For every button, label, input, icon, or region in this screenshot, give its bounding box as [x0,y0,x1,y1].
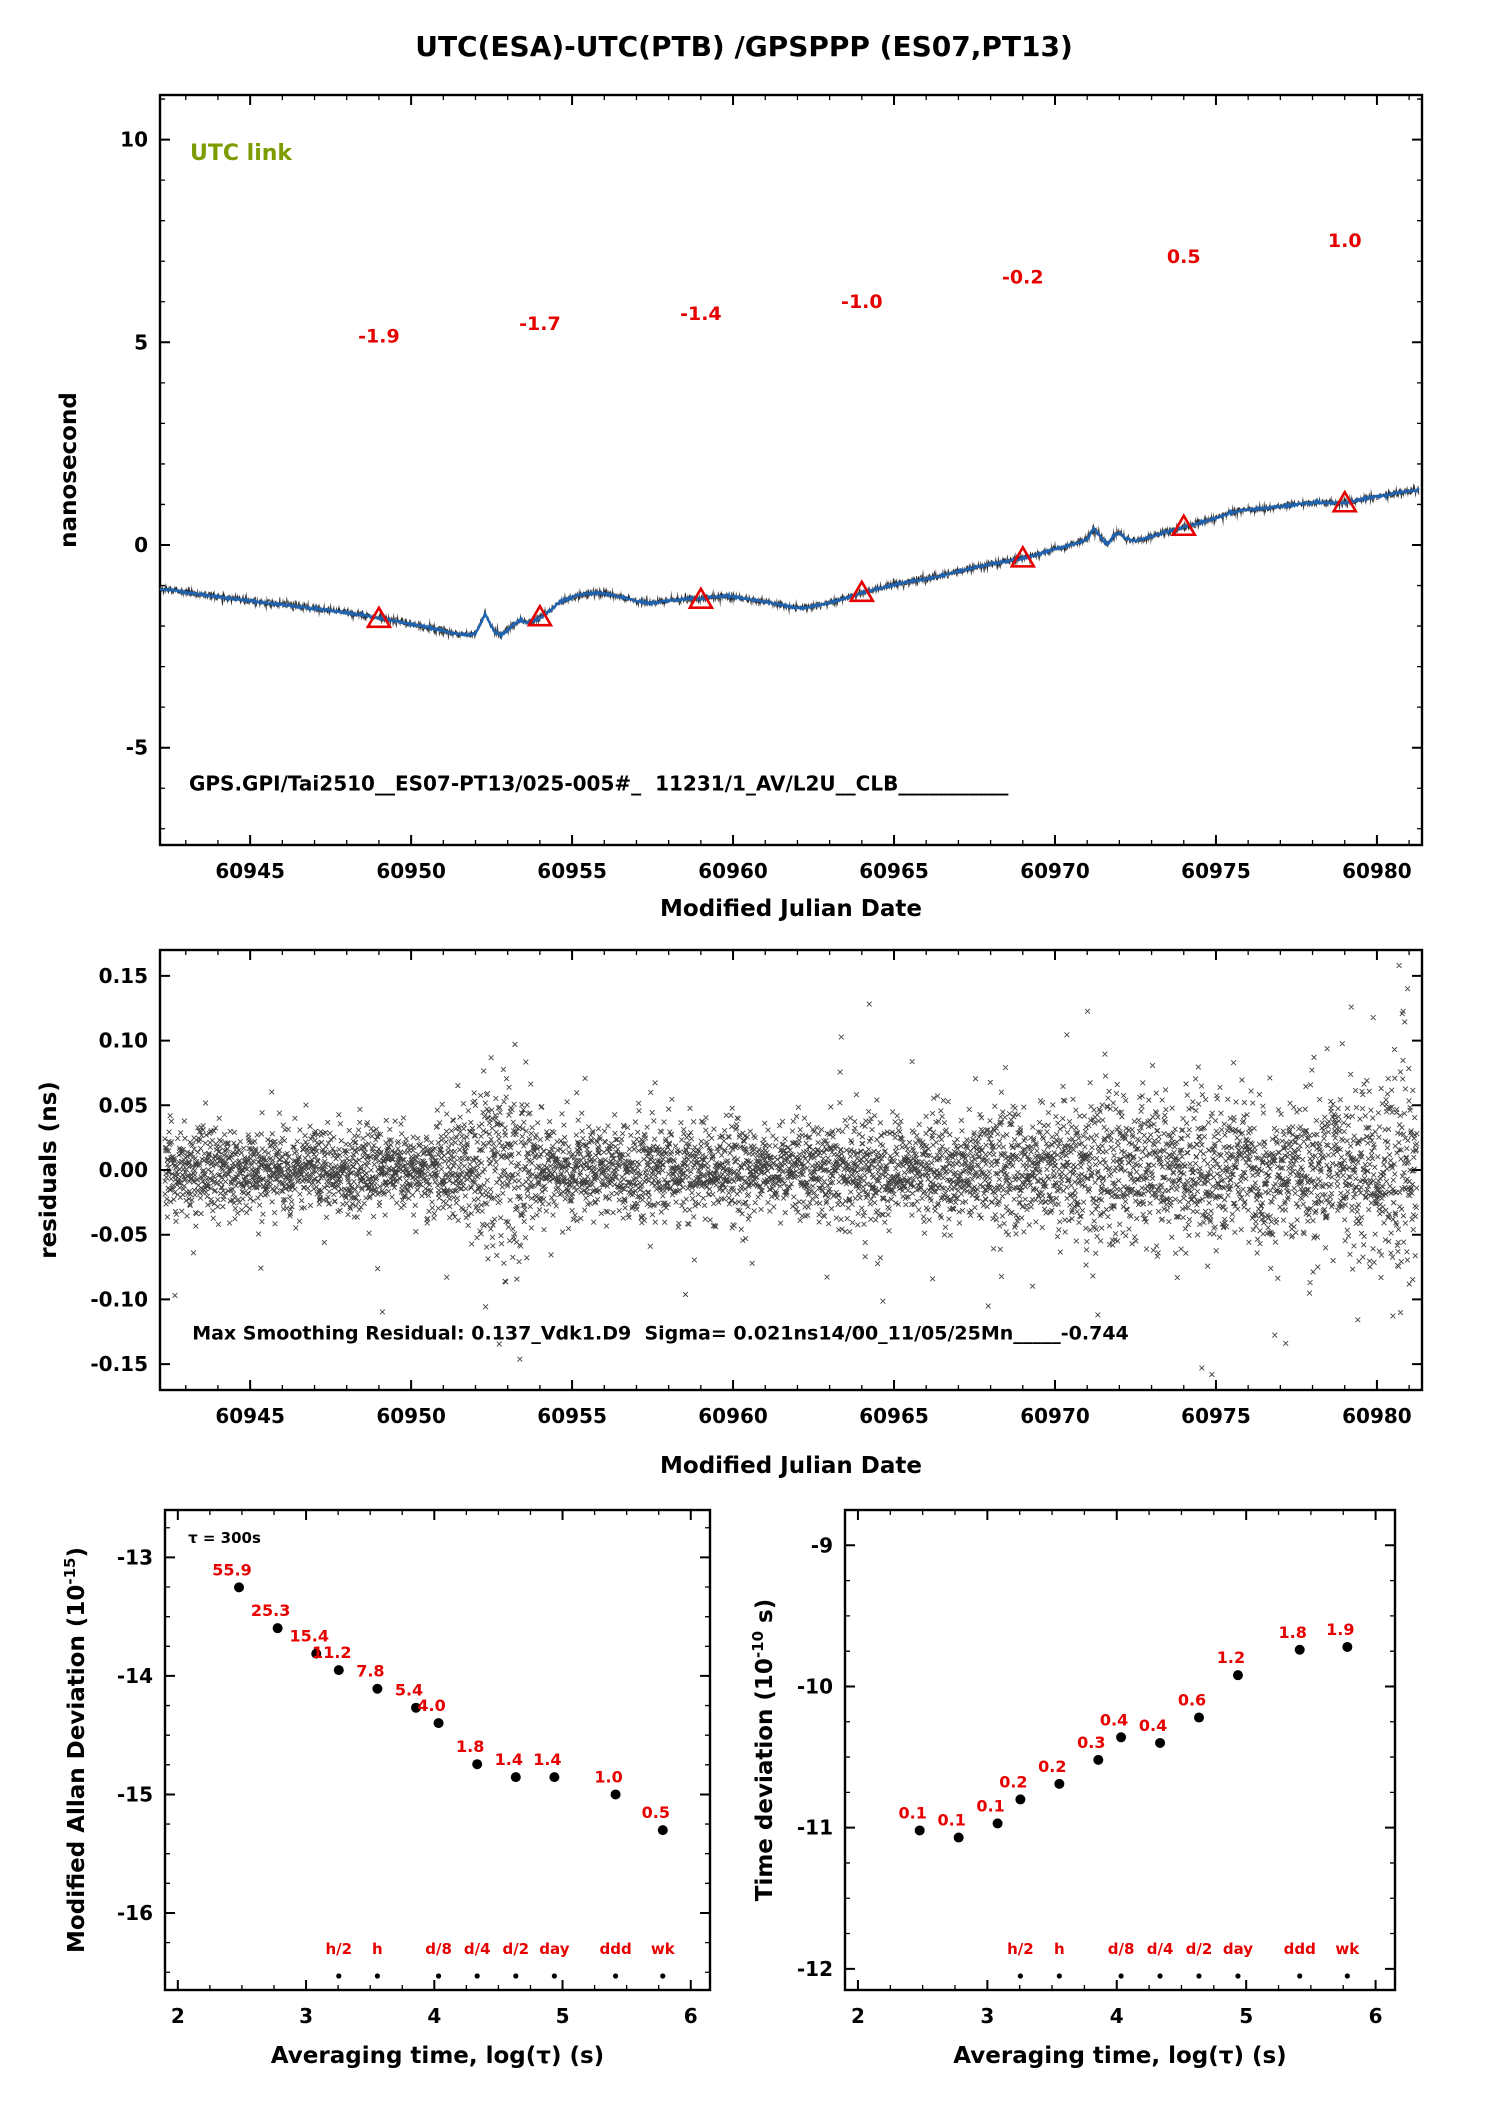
chart-title: UTC(ESA)-UTC(PTB) /GPSPPP (ES07,PT13) [415,30,1073,63]
